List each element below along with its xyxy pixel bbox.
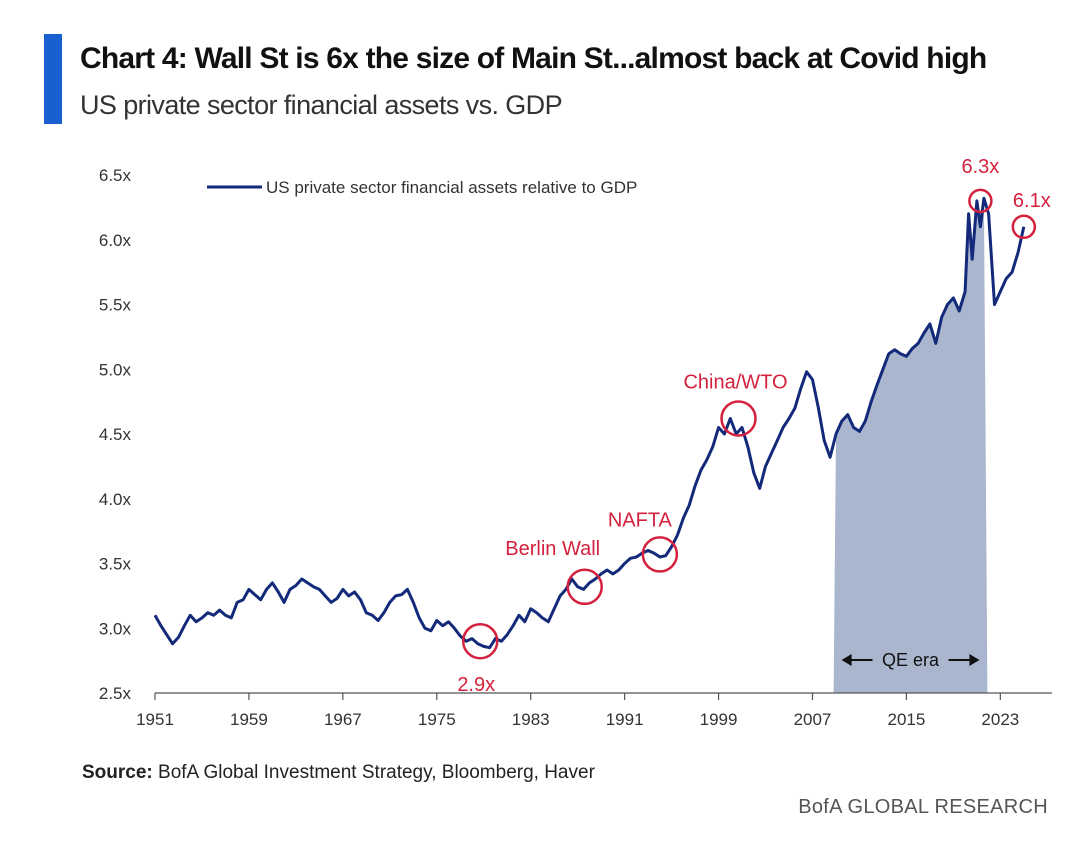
axis-layer: 2.5x 3.0x 3.5x 4.0x 4.5x 5.0x 5.5x 6.0x 6.5x 1951…	[99, 166, 1052, 729]
qe-arrow-right-head	[969, 654, 980, 666]
source-note: Source: BofA Global Investment Strategy,…	[82, 762, 595, 784]
x-tick-label: 1999	[700, 710, 738, 729]
legend: US private sector financial assets relat…	[207, 178, 637, 197]
qe-era-shade	[833, 198, 988, 694]
chart-title: Chart 4: Wall St is 6x the size of Main …	[80, 42, 987, 75]
y-tick-label: 3.0x	[99, 619, 132, 638]
annotation-circle	[968, 188, 993, 214]
x-tick-label: 1959	[230, 710, 268, 729]
y-tick-label: 6.5x	[99, 166, 132, 185]
source-label: Source:	[82, 762, 153, 783]
annotation-circle	[566, 568, 603, 606]
annotation-circle	[1011, 214, 1037, 240]
title-accent-bar	[44, 34, 62, 124]
series-line	[153, 196, 1026, 650]
x-tick-label: 2007	[794, 710, 832, 729]
y-tick-label: 6.0x	[99, 231, 132, 250]
x-tick-label: 1983	[512, 710, 550, 729]
annotation-label: Berlin Wall	[505, 538, 600, 560]
y-tick-label: 4.0x	[99, 490, 132, 509]
x-tick-label: 1991	[606, 710, 644, 729]
annotation-circle	[641, 536, 679, 573]
legend-label: US private sector financial assets relat…	[266, 178, 637, 197]
annotation-label: 6.1x	[1013, 190, 1051, 212]
y-tick-label: 5.5x	[99, 296, 132, 315]
x-tick-label: 1967	[324, 710, 362, 729]
y-tick-label: 5.0x	[99, 360, 132, 379]
qe-era-label: QE era	[882, 650, 940, 670]
x-tick-label: 1975	[418, 710, 456, 729]
annotation-circle	[461, 622, 499, 660]
shade-layer: QE era	[833, 198, 988, 694]
brand-footer: BofA GLOBAL RESEARCH	[798, 796, 1048, 818]
chart-subtitle: US private sector financial assets vs. G…	[80, 90, 563, 120]
x-tick-label: 2023	[981, 710, 1019, 729]
y-tick-label: 2.5x	[99, 684, 132, 703]
line-layer	[153, 196, 1026, 650]
annotation-label: 2.9x	[457, 674, 495, 696]
annotation-circle	[720, 400, 757, 437]
x-tick-label: 2015	[887, 710, 925, 729]
y-tick-label: 3.5x	[99, 555, 132, 574]
annotation-label: 6.3x	[961, 156, 999, 178]
y-tick-label: 4.5x	[99, 425, 132, 444]
annotation-label: China/WTO	[683, 371, 787, 393]
annotation-layer: 2.9x Berlin Wall NAFTA China/WTO 6.3x 6.1x	[457, 156, 1050, 696]
source-text: BofA Global Investment Strategy, Bloombe…	[152, 762, 595, 783]
annotation-label: NAFTA	[608, 509, 673, 531]
x-tick-label: 1951	[136, 710, 174, 729]
qe-arrow-left-head	[841, 654, 852, 666]
